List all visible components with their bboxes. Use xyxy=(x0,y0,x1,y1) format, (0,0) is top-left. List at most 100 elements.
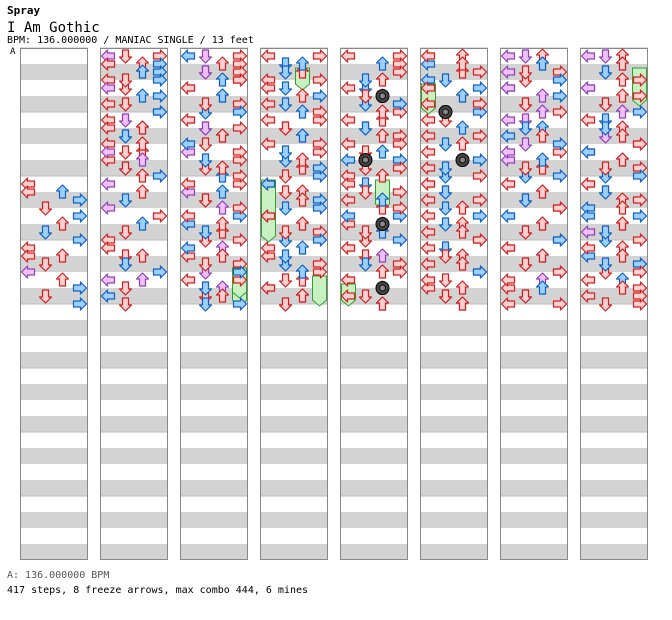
step-arrow xyxy=(135,152,150,167)
step-arrow xyxy=(295,56,310,71)
step-arrow xyxy=(420,129,436,143)
step-arrow xyxy=(198,225,213,240)
step-arrow xyxy=(215,72,230,87)
step-arrow xyxy=(100,81,116,95)
beat-stripe xyxy=(180,544,248,560)
step-arrow xyxy=(500,209,516,223)
step-arrow xyxy=(438,273,453,288)
chart-stats: 417 steps, 8 freeze arrows, max combo 44… xyxy=(7,585,309,596)
step-arrow xyxy=(392,97,408,111)
step-arrow xyxy=(500,129,516,143)
beat-stripe xyxy=(180,512,248,528)
step-arrow xyxy=(340,49,356,63)
beat-stripe xyxy=(340,352,408,368)
step-arrow xyxy=(615,104,630,119)
step-arrow xyxy=(295,192,310,207)
step-arrow xyxy=(100,57,116,71)
step-arrow xyxy=(135,184,150,199)
beat-stripe xyxy=(100,160,168,176)
step-arrow xyxy=(135,216,150,231)
step-arrow xyxy=(232,121,248,135)
beat-stripe xyxy=(20,128,88,144)
step-arrow xyxy=(598,97,613,112)
step-arrow xyxy=(312,201,328,215)
step-arrow xyxy=(358,73,373,88)
step-arrow xyxy=(100,97,116,111)
beat-stripe xyxy=(420,288,488,304)
beat-stripe xyxy=(420,160,488,176)
beat-stripe xyxy=(420,512,488,528)
beat-stripe xyxy=(340,256,408,272)
step-arrow xyxy=(295,128,310,143)
step-arrow xyxy=(518,193,533,208)
step-arrow xyxy=(260,177,276,191)
step-arrow xyxy=(598,161,613,176)
step-arrow xyxy=(232,145,248,159)
step-arrow xyxy=(55,248,70,263)
step-arrow xyxy=(518,121,533,136)
beat-stripe xyxy=(420,448,488,464)
step-arrow xyxy=(72,209,88,223)
step-arrow xyxy=(72,281,88,295)
beat-stripe xyxy=(260,352,328,368)
step-arrow xyxy=(500,49,516,63)
step-arrow xyxy=(340,209,356,223)
step-arrow xyxy=(420,209,436,223)
step-arrow xyxy=(312,257,328,271)
step-arrow xyxy=(55,184,70,199)
step-arrow xyxy=(180,241,196,255)
step-arrow xyxy=(375,248,390,263)
step-arrow xyxy=(198,281,213,296)
step-arrow xyxy=(392,161,408,175)
step-arrow xyxy=(552,137,568,151)
step-arrow xyxy=(278,225,293,240)
beat-stripe xyxy=(260,224,328,240)
step-arrow xyxy=(518,49,533,64)
step-arrow xyxy=(180,81,196,95)
step-arrow xyxy=(535,88,550,103)
step-arrow xyxy=(580,225,596,239)
artist-name: Spray xyxy=(7,4,41,17)
step-arrow xyxy=(20,249,36,263)
step-arrow xyxy=(118,145,133,160)
step-arrow xyxy=(438,73,453,88)
step-arrow xyxy=(198,297,213,312)
step-arrow xyxy=(535,56,550,71)
mine-core xyxy=(379,220,386,228)
step-arrow xyxy=(295,264,310,279)
step-arrow xyxy=(552,169,568,183)
beat-stripe xyxy=(180,192,248,208)
beat-stripe xyxy=(500,448,568,464)
step-arrow xyxy=(598,297,613,312)
step-arrow xyxy=(358,289,373,304)
step-arrow xyxy=(535,152,550,167)
beat-stripe xyxy=(500,416,568,432)
step-arrow xyxy=(340,153,356,167)
step-arrow xyxy=(598,257,613,272)
freeze-arrow xyxy=(632,67,647,107)
step-arrow xyxy=(260,49,276,63)
step-arrow xyxy=(135,168,150,183)
beat-stripe xyxy=(260,128,328,144)
beat-stripe xyxy=(100,448,168,464)
step-arrow xyxy=(135,272,150,287)
beat-stripe xyxy=(580,384,648,400)
chart-column xyxy=(500,48,568,560)
step-arrow xyxy=(598,225,613,240)
beat-stripe xyxy=(20,320,88,336)
step-arrow xyxy=(615,152,630,167)
chart-column xyxy=(580,48,648,560)
step-arrow xyxy=(580,81,596,95)
step-arrow xyxy=(472,209,488,223)
beat-stripe xyxy=(20,448,88,464)
step-arrow xyxy=(535,280,550,295)
chart-column xyxy=(260,48,328,560)
step-arrow xyxy=(455,88,470,103)
beat-stripe xyxy=(20,544,88,560)
step-arrow xyxy=(20,265,36,279)
step-arrow xyxy=(518,257,533,272)
step-arrow xyxy=(118,297,133,312)
step-arrow xyxy=(260,241,276,255)
step-arrow xyxy=(198,257,213,272)
step-arrow xyxy=(180,209,196,223)
